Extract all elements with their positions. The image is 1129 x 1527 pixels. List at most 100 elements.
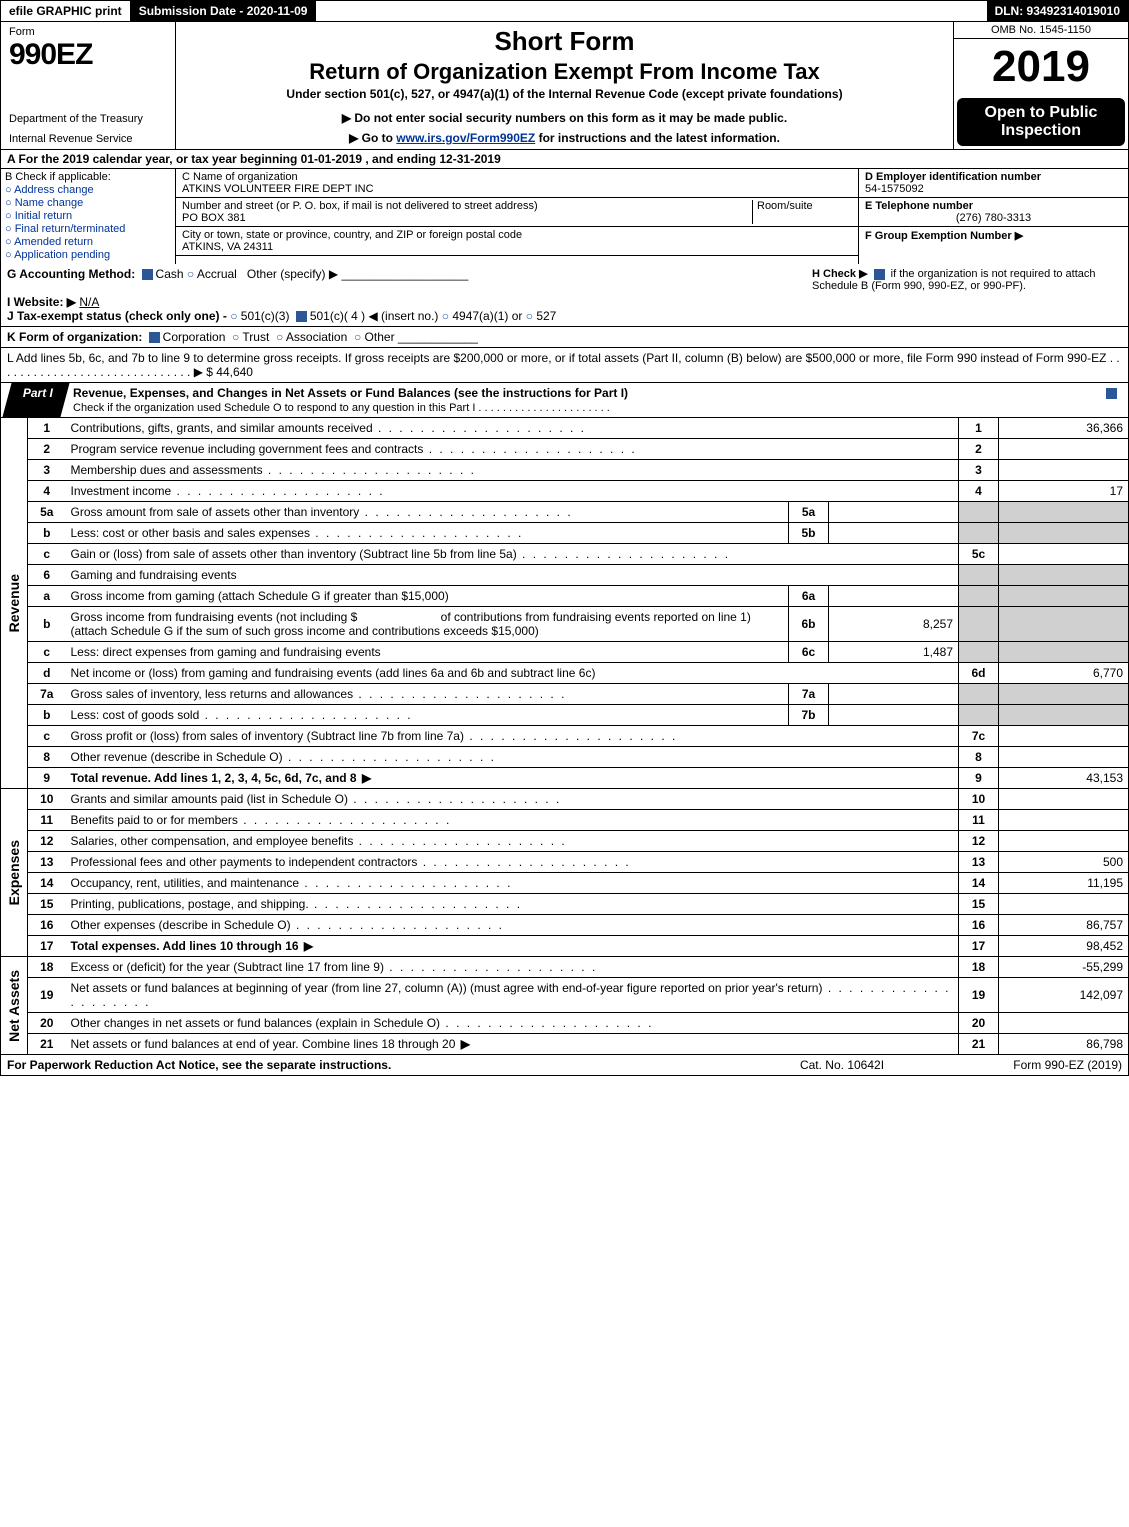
shaded-cell [959, 705, 999, 726]
j-501c3-radio-icon[interactable] [230, 309, 241, 323]
shaded-cell [959, 565, 999, 586]
line-desc: Less: cost or other basis and sales expe… [66, 523, 789, 544]
opt-initial-return[interactable]: Initial return [5, 210, 171, 222]
opt-address-change[interactable]: Address change [5, 184, 171, 196]
sub-val [829, 586, 959, 607]
line-num: 4 [28, 481, 66, 502]
table-row: 20 Other changes in net assets or fund b… [1, 1013, 1129, 1034]
sub-num: 6b [789, 607, 829, 642]
line-val: 86,798 [999, 1034, 1129, 1055]
city-val: ATKINS, VA 24311 [182, 241, 273, 253]
table-row: 2 Program service revenue including gove… [1, 439, 1129, 460]
line-desc: Gross income from fundraising events (no… [66, 607, 789, 642]
line-num: 12 [28, 831, 66, 852]
table-row: 6 Gaming and fundraising events [1, 565, 1129, 586]
table-row: 17 Total expenses. Add lines 10 through … [1, 936, 1129, 957]
j-c: 4947(a)(1) or [452, 309, 522, 323]
table-row: 7a Gross sales of inventory, less return… [1, 684, 1129, 705]
goto-link[interactable]: www.irs.gov/Form990EZ [396, 131, 535, 145]
table-row: a Gross income from gaming (attach Sched… [1, 586, 1129, 607]
line-num: 10 [28, 789, 66, 810]
line-num: 11 [28, 810, 66, 831]
table-row: 12 Salaries, other compensation, and emp… [1, 831, 1129, 852]
accrual-radio-icon[interactable] [187, 267, 197, 281]
line-desc: Gain or (loss) from sale of assets other… [66, 544, 959, 565]
j-b: 501(c)( 4 ) ◀ (insert no.) [310, 309, 439, 323]
table-row: 16 Other expenses (describe in Schedule … [1, 915, 1129, 936]
sub-val: 1,487 [829, 642, 959, 663]
line-num: 8 [28, 747, 66, 768]
line-num: 20 [28, 1013, 66, 1034]
entity-block: B Check if applicable: Address change Na… [0, 169, 1129, 264]
table-row: 13 Professional fees and other payments … [1, 852, 1129, 873]
table-row: b Less: cost or other basis and sales ex… [1, 523, 1129, 544]
j-501c-checkbox-icon[interactable] [296, 311, 307, 322]
line-box: 11 [959, 810, 999, 831]
line-desc: Other expenses (describe in Schedule O) [66, 915, 959, 936]
k-trust-radio-icon[interactable] [232, 330, 242, 344]
opt-application-pending[interactable]: Application pending [5, 249, 171, 261]
line-desc: Benefits paid to or for members [66, 810, 959, 831]
shaded-cell [999, 684, 1129, 705]
sub-num: 7b [789, 705, 829, 726]
line-box: 1 [959, 418, 999, 439]
line-num: c [28, 642, 66, 663]
table-row: 3 Membership dues and assessments 3 [1, 460, 1129, 481]
line-desc: Contributions, gifts, grants, and simila… [66, 418, 959, 439]
line-box: 18 [959, 957, 999, 978]
line-val: 17 [999, 481, 1129, 502]
k-corp-checkbox-icon[interactable] [149, 332, 160, 343]
line-num: 19 [28, 978, 66, 1013]
d-ein: D Employer identification number 54-1575… [859, 169, 1128, 197]
line-num: c [28, 726, 66, 747]
line-box: 9 [959, 768, 999, 789]
line-num: a [28, 586, 66, 607]
form-ref: Form 990-EZ (2019) [942, 1058, 1122, 1072]
j-527-radio-icon[interactable] [526, 309, 537, 323]
part-1-table: Revenue 1 Contributions, gifts, grants, … [0, 418, 1129, 1055]
line-num: b [28, 607, 66, 642]
line-num: 9 [28, 768, 66, 789]
line-box: 2 [959, 439, 999, 460]
sub-val: 8,257 [829, 607, 959, 642]
opt-amended-return[interactable]: Amended return [5, 236, 171, 248]
omb-number: OMB No. 1545-1150 [954, 22, 1128, 39]
shaded-cell [999, 705, 1129, 726]
table-row: Net Assets 18 Excess or (deficit) for th… [1, 957, 1129, 978]
line-desc: Investment income [66, 481, 959, 502]
f-group: F Group Exemption Number ▶ [859, 226, 1128, 244]
table-row: 9 Total revenue. Add lines 1, 2, 3, 4, 5… [1, 768, 1129, 789]
opt-final-return[interactable]: Final return/terminated [5, 223, 171, 235]
line-desc: Gross amount from sale of assets other t… [66, 502, 789, 523]
line-box: 19 [959, 978, 999, 1013]
part-1-tag: Part I [2, 383, 69, 417]
schedule-o-checkbox-icon[interactable] [1106, 388, 1117, 399]
opt-name-change[interactable]: Name change [5, 197, 171, 209]
section-b: B Check if applicable: Address change Na… [1, 169, 176, 264]
line-desc: Other changes in net assets or fund bala… [66, 1013, 959, 1034]
h-checkbox-icon[interactable] [874, 269, 885, 280]
line-val: 142,097 [999, 978, 1129, 1013]
under-section: Under section 501(c), 527, or 4947(a)(1)… [184, 87, 945, 101]
line-desc: Gaming and fundraising events [66, 565, 959, 586]
table-row: Revenue 1 Contributions, gifts, grants, … [1, 418, 1129, 439]
cat-no: Cat. No. 10642I [742, 1058, 942, 1072]
cash-checkbox-icon[interactable] [142, 269, 153, 280]
j-4947-radio-icon[interactable] [442, 309, 453, 323]
line-num: c [28, 544, 66, 565]
table-row: b Gross income from fundraising events (… [1, 607, 1129, 642]
i-label: I Website: ▶ [7, 295, 76, 309]
k-other-radio-icon[interactable] [354, 330, 365, 344]
k-assoc-radio-icon[interactable] [276, 330, 286, 344]
top-bar: efile GRAPHIC print Submission Date - 20… [0, 0, 1129, 22]
line-desc: Excess or (deficit) for the year (Subtra… [66, 957, 959, 978]
line-desc: Net assets or fund balances at beginning… [66, 978, 959, 1013]
line-num: 13 [28, 852, 66, 873]
line-box: 10 [959, 789, 999, 810]
open-to-public: Open to Public Inspection [957, 98, 1125, 146]
line-num: 3 [28, 460, 66, 481]
e-label: E Telephone number [865, 200, 973, 212]
line-desc: Total revenue. Add lines 1, 2, 3, 4, 5c,… [66, 768, 959, 789]
b-label: B Check if applicable: [5, 171, 171, 183]
city-label: City or town, state or province, country… [182, 229, 522, 241]
